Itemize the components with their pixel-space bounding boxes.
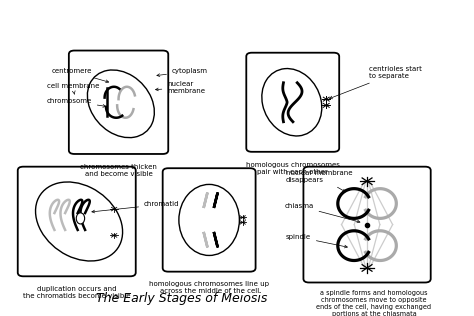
Text: duplication occurs and
the chromatids become visible: duplication occurs and the chromatids be… — [23, 286, 130, 299]
FancyBboxPatch shape — [18, 167, 136, 276]
Text: centromere: centromere — [51, 68, 109, 82]
Text: homologous chromosomes
pair with each other: homologous chromosomes pair with each ot… — [246, 162, 340, 175]
Text: cytoplasm: cytoplasm — [157, 68, 208, 76]
Text: homologous chromosomes line up
across the middle of the cell: homologous chromosomes line up across th… — [149, 281, 269, 294]
Text: nuclear
membrane: nuclear membrane — [155, 81, 205, 94]
Ellipse shape — [87, 70, 155, 138]
Ellipse shape — [179, 185, 239, 255]
Text: nuclear membrane
disappears: nuclear membrane disappears — [286, 170, 352, 192]
Text: spindle: spindle — [286, 234, 347, 248]
Text: The Early Stages of Meiosis: The Early Stages of Meiosis — [96, 292, 267, 305]
Text: chiasma: chiasma — [284, 203, 360, 223]
Text: chromatid: chromatid — [92, 202, 180, 213]
Text: chromosomes thicken
and become visible: chromosomes thicken and become visible — [80, 164, 157, 177]
Ellipse shape — [76, 213, 85, 224]
FancyBboxPatch shape — [246, 53, 339, 152]
Text: cell membrane: cell membrane — [46, 82, 99, 94]
Ellipse shape — [262, 69, 322, 136]
Ellipse shape — [36, 182, 123, 261]
FancyBboxPatch shape — [69, 51, 168, 154]
Text: a spindle forms and homologous
chromosomes move to opposite
ends of the cell, ha: a spindle forms and homologous chromosom… — [317, 289, 432, 316]
FancyBboxPatch shape — [163, 168, 255, 272]
Text: chromosome: chromosome — [46, 98, 106, 107]
FancyBboxPatch shape — [303, 167, 431, 283]
Text: centrioles start
to separate: centrioles start to separate — [329, 66, 422, 99]
